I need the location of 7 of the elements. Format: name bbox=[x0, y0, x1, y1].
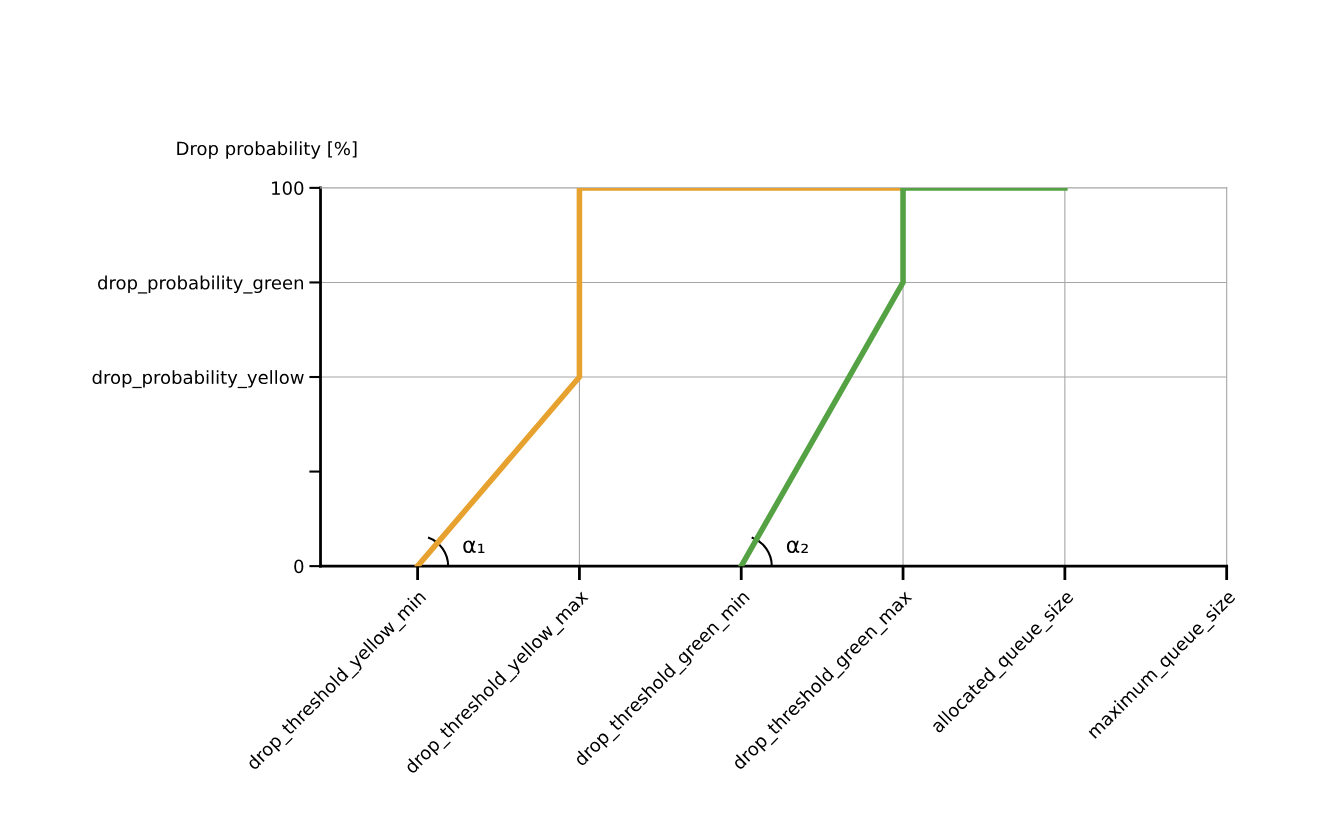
annotation: α₁ bbox=[463, 540, 485, 554]
y-tick-label: drop_probability_green bbox=[98, 275, 303, 294]
y-tick-label: 100 bbox=[272, 181, 304, 195]
y-tick-label: drop_probability_yellow bbox=[92, 370, 304, 389]
y-tick-label: 0 bbox=[294, 559, 304, 574]
annotation: α₂ bbox=[786, 540, 808, 554]
y-axis-title: Drop probability [%] bbox=[177, 141, 357, 159]
